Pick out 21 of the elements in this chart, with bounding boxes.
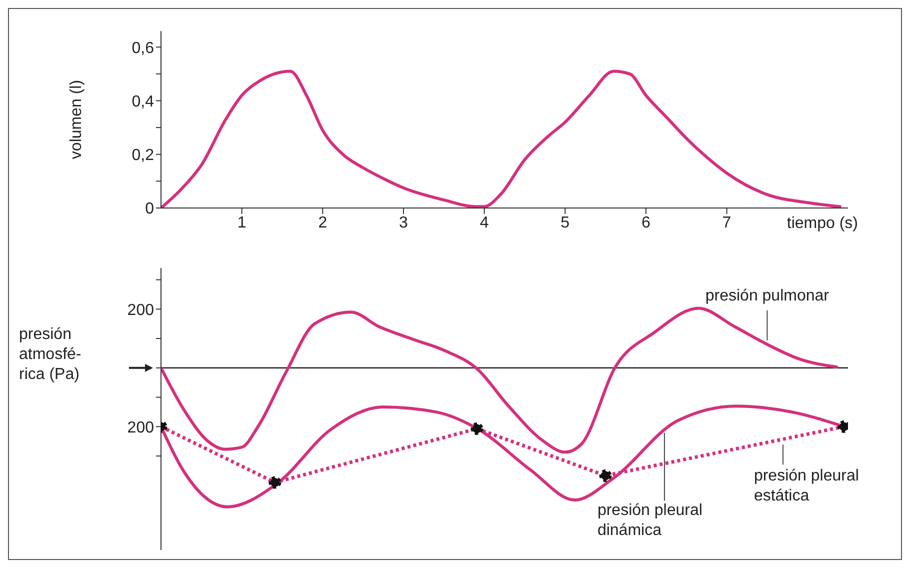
y-tick-label: 200 [127,419,154,436]
x-tick-label: 1 [237,214,246,232]
line-series [161,70,842,208]
x-tick-label: 7 [722,214,732,232]
x-tick-label: 2 [318,214,328,232]
series-label: presión pleural estática [754,468,859,505]
line-series [161,306,838,454]
y-tick-label: 0,2 [132,147,154,164]
y-tick-label: 200 [127,302,154,319]
y-tick-label: 0,4 [132,93,154,110]
y-axis-title: presión atmosfé- rica (Pa) [19,326,82,383]
y-axis-title: volumen (l) [68,80,85,160]
y-tick-label: 0,6 [132,40,154,57]
x-tick-label: 5 [560,214,570,232]
series-label: presión pleural dinámica [597,502,702,539]
x-tick-label: 4 [480,214,489,232]
y-tick-label: 0 [145,200,154,218]
x-tick-label: 6 [641,214,650,232]
x-tick-label: 3 [399,214,408,232]
x-axis-title: tiempo (s) [786,215,858,233]
series-label: presión pulmonar [705,287,830,304]
